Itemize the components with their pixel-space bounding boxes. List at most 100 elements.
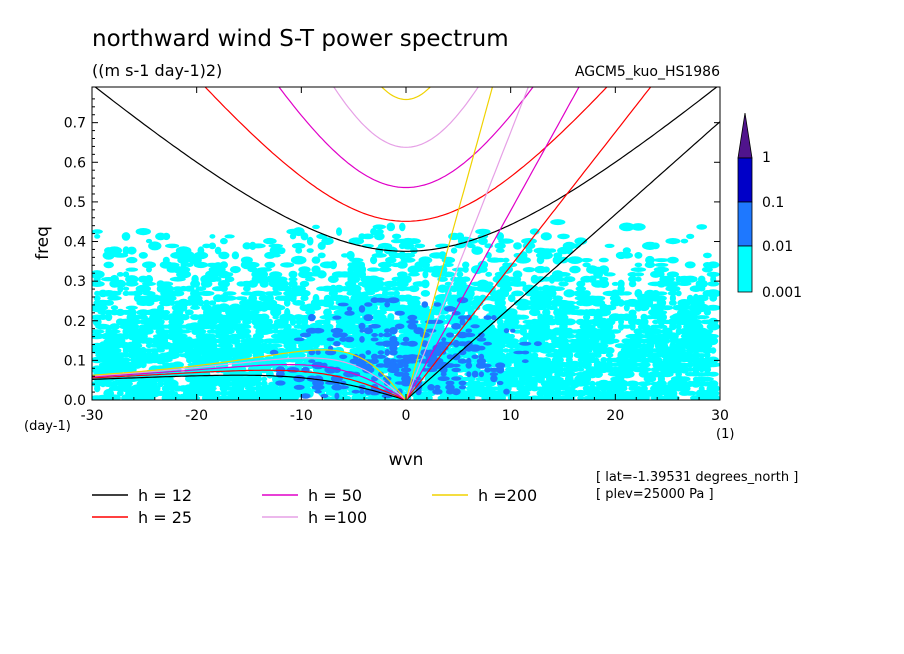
heatmap-cell-low: [617, 299, 625, 307]
heatmap-cell-low: [701, 329, 714, 334]
heatmap-cell-low: [701, 347, 714, 354]
heatmap-cell-mid: [465, 328, 473, 333]
heatmap-cell-low: [421, 279, 430, 289]
heatmap-cell-low: [640, 313, 648, 321]
heatmap-cell-low: [505, 308, 518, 317]
heatmap-cell-low: [519, 327, 527, 336]
heatmap-cell-low: [455, 232, 465, 241]
heatmap-cell-mid: [446, 354, 454, 360]
heatmap-cell-mid: [431, 319, 444, 324]
heatmap-cell-low: [144, 328, 154, 335]
heatmap-cell-low: [190, 289, 201, 298]
heatmap-cell-mid: [330, 327, 344, 334]
heatmap-cell-low: [284, 307, 291, 317]
heatmap-cell-mid: [465, 314, 472, 321]
heatmap-cell-low: [169, 299, 176, 306]
heatmap-cell-low: [97, 304, 109, 311]
heatmap-cell-low: [142, 281, 156, 286]
heatmap-cell-mid: [483, 341, 492, 346]
heatmap-cell-low: [542, 308, 551, 317]
heatmap-cell-mid: [401, 374, 411, 383]
heatmap-cell-low: [542, 266, 550, 273]
heatmap-cell-low: [144, 275, 154, 284]
heatmap-cell-low: [513, 242, 522, 250]
legend-label: h =200: [478, 486, 537, 505]
heatmap-cell-low: [591, 299, 606, 307]
heatmap-cell-mid: [402, 372, 410, 377]
heatmap-cell-low: [109, 323, 120, 331]
heatmap-cell-low: [159, 281, 174, 287]
heatmap-cell-low: [656, 337, 667, 345]
heatmap-cell-low: [347, 266, 354, 273]
heatmap-cell-low: [416, 305, 423, 311]
heatmap-cell-low: [295, 318, 302, 326]
colorbar-top-arrow: [737, 112, 753, 159]
heatmap-cell-low: [346, 250, 355, 260]
heatmap-cell-low: [640, 343, 648, 349]
heatmap-cell-low: [149, 384, 161, 393]
heatmap-cell-low: [661, 327, 673, 336]
y-tick-label: 0.6: [64, 155, 86, 171]
heatmap-cell-low: [175, 329, 192, 334]
heatmap-cell-low: [338, 395, 352, 400]
heatmap-cell-mid: [389, 335, 398, 343]
heatmap-cell-low: [422, 270, 429, 279]
heatmap-cell-low: [507, 294, 516, 303]
heatmap-cell-low: [324, 317, 331, 327]
heatmap-cell-mid: [363, 327, 373, 335]
heatmap-cell-low: [321, 237, 334, 246]
heatmap-cell-low: [444, 281, 453, 286]
heatmap-cell-low: [504, 376, 519, 382]
heatmap-cell-mid: [395, 362, 405, 369]
heatmap-cell-low: [190, 305, 201, 310]
heatmap-cell-low: [445, 314, 452, 321]
heatmap-cell-low: [599, 276, 609, 282]
heatmap-cell-mid: [445, 380, 455, 386]
heatmap-cell-low: [516, 389, 531, 397]
heatmap-cell-low: [243, 285, 251, 292]
heatmap-cell-mid: [421, 301, 429, 308]
heatmap-cell-low: [678, 376, 691, 382]
heatmap-cell-low: [665, 238, 681, 245]
heatmap-cell-low: [575, 318, 586, 326]
heatmap-cell-mid: [394, 323, 405, 330]
heatmap-cell-low: [277, 247, 286, 255]
heatmap-cell-low: [392, 233, 402, 240]
heatmap-cell-low: [637, 361, 651, 368]
heatmap-cell-low: [522, 267, 536, 273]
heatmap-cell-mid: [364, 302, 373, 307]
heatmap-cell-low: [305, 276, 316, 282]
heatmap-cell-low: [277, 305, 286, 311]
heatmap-cell-mid: [346, 306, 353, 312]
heatmap-cell-low: [638, 370, 650, 378]
heatmap-cell-mid: [471, 370, 479, 378]
heatmap-cell-low: [557, 338, 570, 344]
heatmap-cell-mid: [477, 345, 486, 351]
heatmap-cell-low: [306, 248, 314, 254]
heatmap-cell-low: [617, 377, 625, 381]
heatmap-cell-low: [92, 229, 103, 234]
heatmap-cell-low: [650, 270, 662, 278]
heatmap-cell-mid: [446, 388, 454, 395]
heatmap-cell-low: [679, 365, 690, 374]
heatmap-cell-mid: [462, 332, 476, 338]
heatmap-cell-mid: [451, 363, 461, 368]
heatmap-cell-mid: [476, 337, 487, 342]
heatmap-cell-low: [386, 222, 396, 232]
heatmap-cell-low: [387, 313, 395, 322]
heatmap-cell-low: [292, 227, 305, 237]
heatmap-cell-mid: [400, 367, 412, 373]
heatmap-cell-low: [383, 280, 399, 288]
heatmap-cell-low: [628, 309, 637, 316]
heatmap-cell-low: [438, 314, 447, 320]
kelvin-wave-curve-h12: [405, 121, 720, 400]
heatmap-cell-mid: [389, 327, 398, 335]
kelvin-wave-curve-h100: [405, 87, 529, 400]
heatmap-cell-low: [520, 281, 527, 287]
heatmap-cell-low: [328, 290, 338, 297]
heatmap-cell-mid: [320, 393, 329, 399]
heatmap-cell-mid: [363, 314, 374, 322]
heatmap-cell-low: [698, 275, 706, 283]
heatmap-cell-low: [358, 261, 366, 269]
